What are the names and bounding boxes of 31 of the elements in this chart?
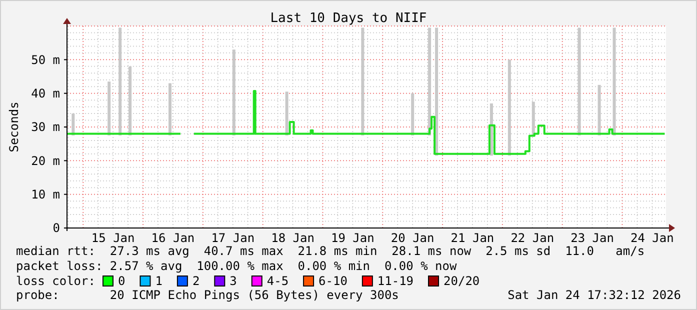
x-tick-label: 19 Jan <box>331 231 374 245</box>
x-tick-label: 16 Jan <box>151 231 195 245</box>
text: 1 <box>155 274 162 288</box>
x-tick-label: 21 Jan <box>450 231 494 245</box>
text: 0 <box>118 274 126 288</box>
y-tick-label: 50 m <box>31 52 60 67</box>
x-tick-label: 17 Jan <box>211 231 255 245</box>
text: 6-10 <box>318 274 348 288</box>
y-axis-title: Seconds <box>7 102 22 152</box>
y-tick-label: 30 m <box>31 120 60 134</box>
text: median rtt: 27.3 ms avg 40.7 ms max 21.8 ms min 28.1 ms now 2.5 ms sd 11.0 am/s <box>16 244 645 258</box>
text: 11-19 <box>377 274 414 288</box>
text: packet loss: 2.57 % avg 100.00 % max 0.00 % min 0.00 % now <box>16 259 458 273</box>
y-tick-label: 40 m <box>31 86 60 101</box>
text: Sat Jan 24 17:32:12 2026 <box>508 288 681 302</box>
text: 2 <box>192 274 200 288</box>
x-tick-label: 18 Jan <box>271 231 314 245</box>
x-tick-label: 24 Jan <box>630 231 674 245</box>
y-tick-label: 0 <box>52 221 60 236</box>
x-tick-label: 15 Jan <box>91 231 135 245</box>
text: probe: 20 ICMP Echo Pings (56 Bytes) every 300s <box>16 288 399 302</box>
y-tick-label: 10 m <box>31 188 60 202</box>
text: loss color: <box>16 274 96 288</box>
x-tick-label: 23 Jan <box>570 231 614 245</box>
y-tick-label: 20 m <box>31 154 60 168</box>
text: 20/20 <box>444 274 480 288</box>
text: 4-5 <box>266 274 289 288</box>
x-tick-label: 20 Jan <box>390 231 434 245</box>
x-tick-label: 22 Jan <box>510 231 554 245</box>
chart-title: Last 10 Days to NIIF <box>270 11 427 26</box>
text: 3 <box>230 274 237 288</box>
